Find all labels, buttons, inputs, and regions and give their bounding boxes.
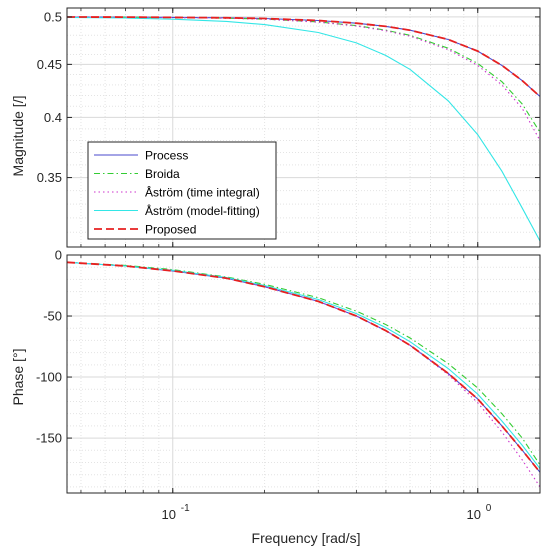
series-line-broida [66, 261, 541, 466]
series-line-proposed [66, 16, 541, 98]
series-line--str-m-model-fitting- [66, 16, 541, 242]
legend: Process Broida Åström (time integral) Åströ… [87, 141, 277, 240]
magnitude-y-axis-label: Magnitude [/] [10, 96, 26, 177]
axes-frame [66, 254, 541, 494]
y-tick-label: -100 [36, 370, 62, 385]
phase-y-axis-label: Phase [°] [10, 349, 26, 406]
y-tick-label: 0.5 [44, 9, 62, 24]
magnitude-panel: 0.35 0.4 0.45 0.5 Magnitude [/] Process Broi… [10, 7, 541, 248]
phase-grid [67, 254, 540, 493]
y-tick-label: -150 [36, 431, 62, 446]
phase-panel: -150 -100 -50 0 Phase [°] [10, 248, 541, 494]
legend-label-2: Åström (time integral) [145, 185, 260, 200]
series-line--str-m-time-integral- [66, 261, 541, 488]
x-tick-label: 10 [467, 507, 481, 522]
plot-area [67, 255, 540, 493]
y-tick-label: 0.45 [37, 57, 62, 72]
phase-series [66, 261, 541, 488]
magnitude-series [66, 16, 541, 242]
y-tick-label: 0 [55, 248, 62, 263]
phase-ticks: -150 -100 -50 0 [36, 248, 541, 494]
legend-label-4: Proposed [145, 223, 196, 237]
legend-label-0: Process [145, 149, 188, 163]
legend-box [87, 141, 277, 240]
y-tick-label: 0.35 [37, 170, 62, 185]
legend-label-3: Åström (model-fitting) [145, 203, 260, 218]
x-axis-label: Frequency [rad/s] [252, 530, 361, 546]
legend-items: Process Broida Åström (time integral) Åströ… [94, 149, 260, 237]
x-tick-exponent: 0 [486, 503, 492, 514]
x-axis-ticks: 10 -1 10 0 [162, 503, 492, 522]
y-tick-label: 0.4 [44, 110, 62, 125]
legend-label-1: Broida [145, 167, 180, 181]
series-line-proposed [66, 261, 541, 473]
x-tick-exponent: -1 [181, 503, 190, 514]
axes-frame [66, 7, 541, 248]
magnitude-ticks: 0.35 0.4 0.45 0.5 [37, 7, 541, 248]
x-tick-label: 10 [162, 507, 176, 522]
y-tick-label: -50 [43, 309, 62, 324]
